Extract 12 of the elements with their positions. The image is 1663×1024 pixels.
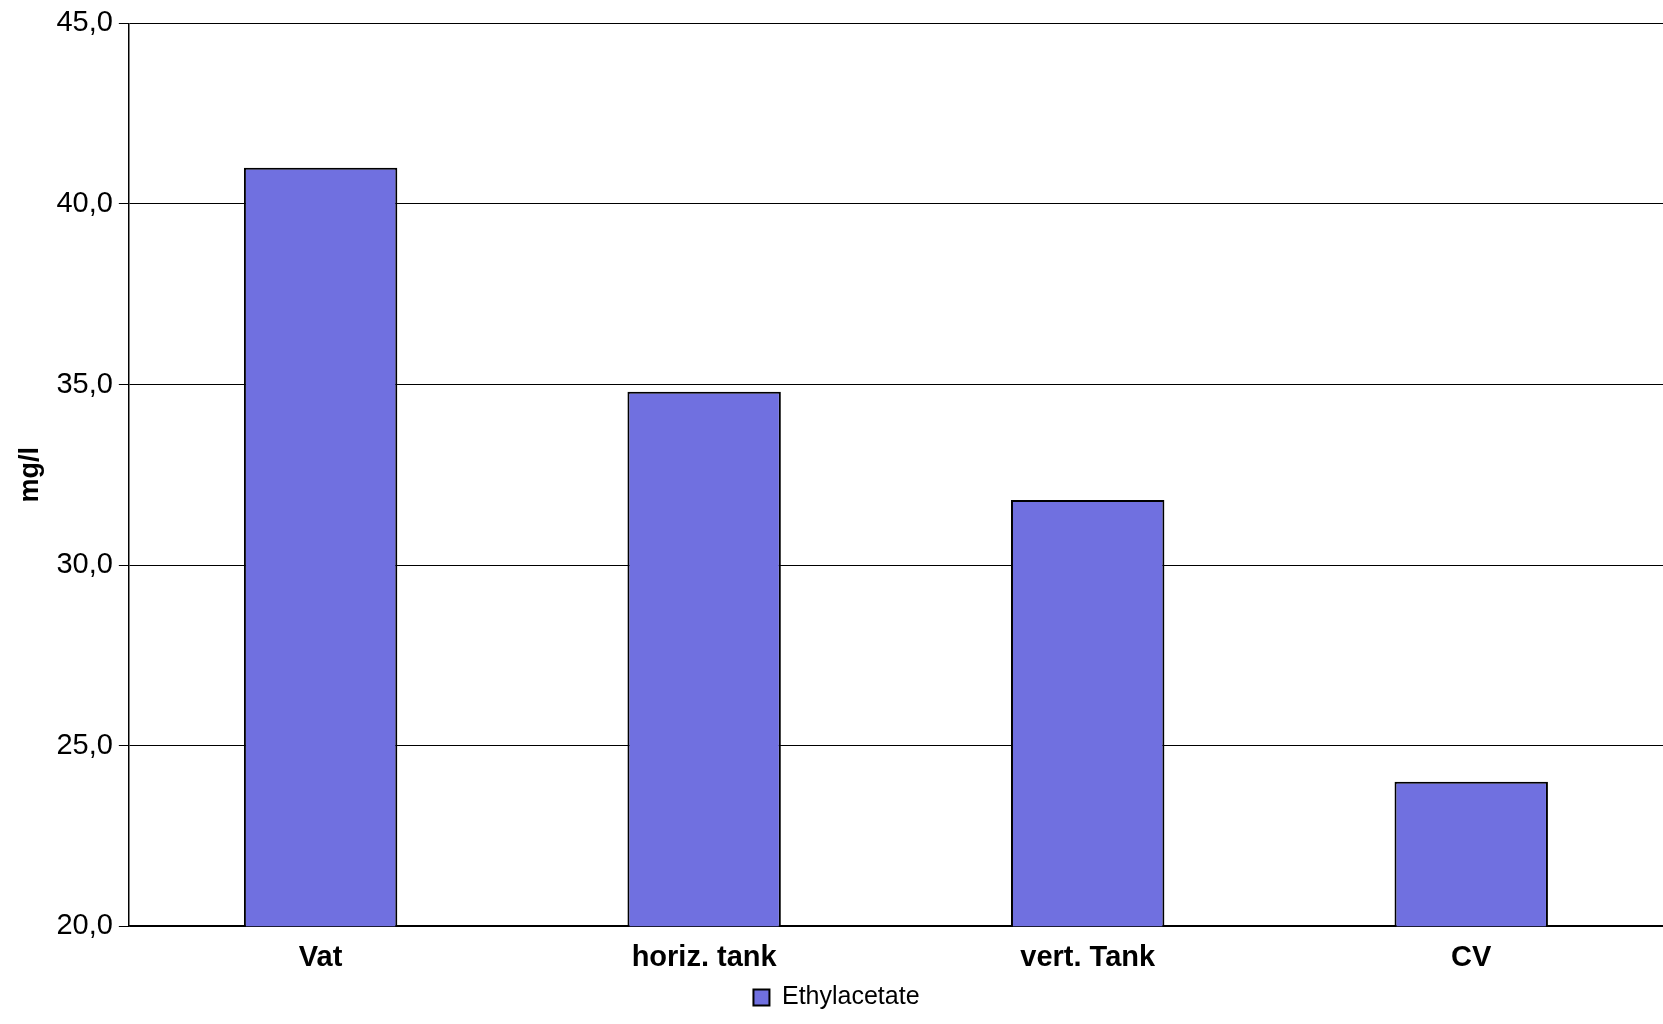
y-axis-title: mg/l bbox=[13, 447, 44, 503]
y-tick-label: 30,0 bbox=[56, 547, 113, 580]
x-tick-label: Vat bbox=[298, 939, 343, 972]
y-tick-label: 40,0 bbox=[56, 185, 113, 218]
y-tick-label: 45,0 bbox=[56, 5, 113, 38]
y-tick-label: 35,0 bbox=[56, 366, 113, 399]
x-tick-label: vert. Tank bbox=[1020, 939, 1156, 972]
x-tick-label: horiz. tank bbox=[631, 939, 778, 972]
legend-label: Ethylacetate bbox=[781, 981, 920, 1010]
y-tick-label: 20,0 bbox=[56, 908, 113, 941]
y-tick-label: 25,0 bbox=[56, 727, 113, 760]
x-tick-label: CV bbox=[1451, 939, 1493, 972]
